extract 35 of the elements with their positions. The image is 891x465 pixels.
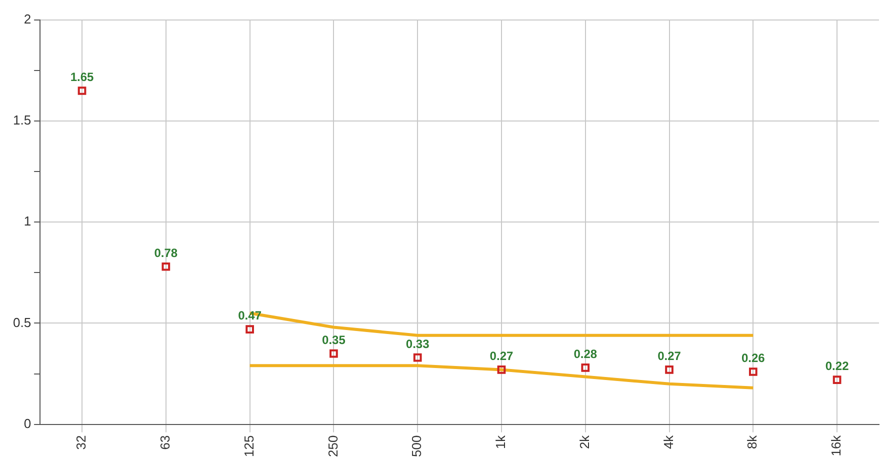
point: [581, 364, 590, 372]
data-label: 0.47: [238, 308, 262, 323]
y-tick-label: 1.5: [12, 112, 32, 128]
point: [832, 376, 842, 384]
point: [748, 368, 758, 376]
y-tick-label: 0: [24, 416, 32, 431]
x-tick-label: 63: [157, 435, 172, 450]
x-tick-label: 16k: [828, 434, 844, 456]
point: [246, 325, 254, 334]
x-tick-label: 32: [74, 435, 89, 450]
point: [162, 262, 170, 271]
data-label: 0.33: [406, 336, 430, 351]
point: [78, 86, 86, 95]
x-tick-label: 8k: [744, 434, 760, 450]
x-tick-label: 4k: [660, 434, 676, 450]
x-tick-label: 250: [325, 435, 340, 458]
point: [497, 366, 506, 374]
point: [330, 349, 338, 358]
data-label: 0.35: [322, 332, 346, 347]
x-tick-label: 500: [409, 435, 424, 458]
data-label: 0.22: [825, 359, 850, 374]
point: [665, 366, 674, 374]
data-label: 0.26: [741, 351, 766, 366]
x-tick-label: 125: [241, 435, 256, 458]
y-tick-label: 1: [24, 214, 32, 229]
data-label: 0.27: [658, 349, 682, 364]
y-tick-label: 0.5: [12, 314, 32, 330]
data-label: 1.65: [70, 70, 94, 84]
data-label: 0.78: [154, 246, 178, 260]
y-tick-label: 2: [24, 12, 32, 27]
point: [413, 353, 422, 362]
x-tick-label: 2k: [576, 434, 592, 450]
x-tick-label: 1k: [493, 434, 508, 450]
data-label: 0.28: [574, 347, 598, 362]
data-label: 0.27: [490, 349, 514, 364]
